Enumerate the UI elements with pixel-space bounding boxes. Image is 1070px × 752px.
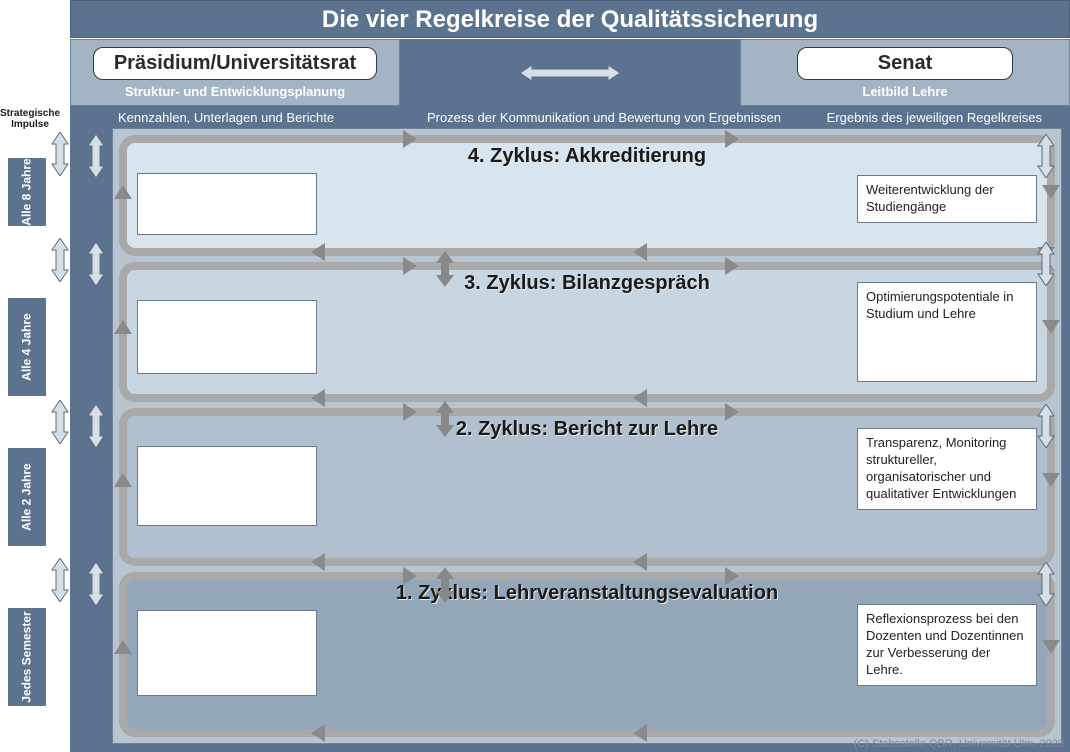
cycle-1: 1. Zyklus: Lehrveranstaltungsevaluation … — [119, 572, 1055, 737]
arrow-up-icon — [114, 320, 132, 334]
side-label-2-jahre: Alle 2 Jahre — [8, 448, 46, 546]
arrow-left-icon — [633, 389, 647, 407]
double-arrow-v-outline-icon — [50, 132, 70, 176]
arrow-right-icon — [725, 257, 739, 275]
double-arrow-v-outline-icon — [86, 134, 106, 178]
cycle-1-result: Reflexionsprozess bei den Dozenten und D… — [857, 604, 1037, 686]
page-title: Die vier Regelkreise der Qualitätssicher… — [70, 0, 1070, 38]
arrow-up-icon — [114, 640, 132, 654]
arrow-up-icon — [114, 185, 132, 199]
arrow-right-icon — [403, 130, 417, 148]
cycles-container: 4. Zyklus: Akkreditierung Weiterentwickl… — [112, 128, 1062, 744]
arrow-right-icon — [725, 567, 739, 585]
double-arrow-v-outline-icon — [1036, 242, 1056, 286]
header-row: Präsidium/Universitätsrat Struktur- und … — [70, 38, 1070, 106]
col-header-mid: Prozess der Kommunikation und Bewertung … — [408, 110, 800, 125]
double-arrow-v-outline-icon — [50, 238, 70, 282]
double-arrow-v-outline-icon — [86, 404, 106, 448]
arrow-left-icon — [311, 243, 325, 261]
arrow-left-icon — [633, 724, 647, 742]
cycle-1-title: 1. Zyklus: Lehrveranstaltungsevaluation — [127, 582, 1047, 605]
sublabel-leitbild: Leitbild Lehre — [862, 84, 947, 99]
side-header: Strategische Impulse — [0, 108, 60, 130]
column-headers: Kennzahlen, Unterlagen und Berichte Proz… — [70, 106, 1070, 127]
label-praesidium: Präsidium/Universitätsrat — [93, 47, 377, 80]
double-arrow-v-outline-icon — [50, 558, 70, 602]
cycle-4-input-box — [137, 173, 317, 235]
cycle-3-input-box — [137, 300, 317, 374]
arrow-up-icon — [114, 473, 132, 487]
cycle-3-result: Optimierungspotentiale in Studium und Le… — [857, 282, 1037, 382]
diagram-frame: Die vier Regelkreise der Qualitätssicher… — [70, 0, 1070, 752]
side-label-8-jahre: Alle 8 Jahre — [8, 158, 46, 226]
arrow-down-icon — [1042, 640, 1060, 654]
cycle-4: 4. Zyklus: Akkreditierung Weiterentwickl… — [119, 135, 1055, 256]
double-arrow-v-outline-icon — [1036, 562, 1056, 606]
arrow-right-icon — [403, 403, 417, 421]
copyright-text: (C) Stabsstelle QBR, Universität Ulm, 20… — [854, 738, 1064, 750]
double-arrow-v-outline-icon — [1036, 404, 1056, 448]
arrow-left-icon — [633, 243, 647, 261]
col-header-right: Ergebnis des jeweiligen Regelkreises — [800, 110, 1060, 125]
col-header-left: Kennzahlen, Unterlagen und Berichte — [118, 110, 408, 125]
cycle-4-result: Weiterentwicklung der Studiengänge — [857, 175, 1037, 223]
arrow-left-icon — [633, 553, 647, 571]
arrow-down-icon — [1042, 473, 1060, 487]
arrow-down-icon — [1042, 320, 1060, 334]
arrow-down-icon — [1042, 185, 1060, 199]
arrow-left-icon — [311, 389, 325, 407]
top-box-praesidium: Präsidium/Universitätsrat Struktur- und … — [70, 39, 400, 106]
double-arrow-v-outline-icon — [50, 400, 70, 444]
header-gap — [400, 39, 740, 106]
arrow-right-icon — [403, 257, 417, 275]
arrow-right-icon — [725, 130, 739, 148]
side-column: Strategische Impulse Alle 8 Jahre Alle 4… — [0, 108, 62, 752]
cycle-2: 2. Zyklus: Bericht zur Lehre Transparenz… — [119, 408, 1055, 566]
top-box-senat: Senat Leitbild Lehre — [740, 39, 1070, 106]
double-arrow-v-outline-icon — [86, 562, 106, 606]
double-arrow-v-outline-icon — [86, 242, 106, 286]
cycle-3: 3. Zyklus: Bilanzgespräch Optimierungspo… — [119, 262, 1055, 402]
arrow-right-icon — [725, 403, 739, 421]
label-senat: Senat — [797, 47, 1013, 80]
double-arrow-h-icon — [430, 63, 710, 83]
cycle-4-title: 4. Zyklus: Akkreditierung — [127, 145, 1047, 168]
arrow-left-icon — [311, 553, 325, 571]
cycle-2-input-box — [137, 446, 317, 526]
side-label-4-jahre: Alle 4 Jahre — [8, 298, 46, 396]
arrow-left-icon — [311, 724, 325, 742]
cycle-1-input-box — [137, 610, 317, 696]
sublabel-struktur: Struktur- und Entwicklungsplanung — [125, 84, 345, 99]
side-label-semester: Jedes Semester — [8, 608, 46, 706]
double-arrow-v-outline-icon — [1036, 134, 1056, 178]
cycle-2-result: Transparenz, Monitoring struktureller, o… — [857, 428, 1037, 510]
arrow-right-icon — [403, 567, 417, 585]
